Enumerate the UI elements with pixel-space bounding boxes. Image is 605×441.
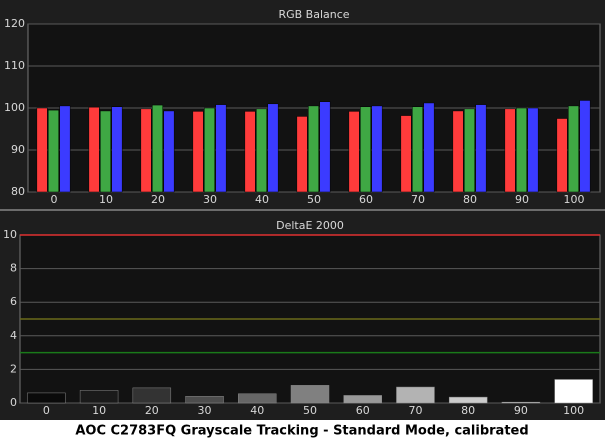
- x-tick-label: 100: [564, 193, 585, 206]
- x-tick-label: 90: [515, 193, 529, 206]
- x-tick-label: 20: [145, 404, 159, 417]
- bar: [579, 100, 591, 193]
- bar: [556, 118, 568, 193]
- x-tick-label: 70: [408, 404, 422, 417]
- bar: [360, 106, 371, 193]
- bar: [163, 110, 175, 193]
- bar: [204, 107, 215, 193]
- x-tick-label: 60: [359, 193, 373, 206]
- x-tick-label: 80: [463, 193, 477, 206]
- x-tick-label: 80: [461, 404, 475, 417]
- bar: [244, 111, 256, 193]
- bar: [348, 111, 360, 193]
- bar: [412, 106, 423, 193]
- bar: [527, 107, 539, 193]
- bar: [192, 111, 204, 193]
- bar: [504, 108, 516, 193]
- bar: [48, 109, 59, 193]
- bar: [88, 106, 100, 193]
- chart-title: RGB Balance: [278, 8, 349, 21]
- bar: [185, 396, 224, 404]
- bar: [27, 392, 66, 404]
- bar: [238, 393, 277, 404]
- bar: [111, 106, 123, 193]
- y-tick-label: 100: [4, 101, 25, 114]
- bar: [100, 110, 111, 193]
- bar: [568, 105, 579, 193]
- y-tick-label: 90: [11, 143, 25, 156]
- x-tick-label: 30: [198, 404, 212, 417]
- bar: [132, 387, 172, 404]
- y-tick-label: 4: [10, 329, 17, 342]
- bar: [296, 116, 308, 193]
- bar: [448, 396, 488, 404]
- x-tick-label: 0: [43, 404, 50, 417]
- x-tick-label: 60: [356, 404, 370, 417]
- bar: [501, 401, 541, 404]
- y-tick-label: 0: [10, 396, 17, 409]
- x-tick-label: 100: [563, 404, 584, 417]
- y-tick-label: 2: [10, 362, 17, 375]
- x-tick-label: 10: [92, 404, 106, 417]
- x-tick-label: 20: [151, 193, 165, 206]
- bar: [79, 390, 119, 404]
- y-tick-label: 80: [11, 185, 25, 198]
- bar: [290, 385, 330, 404]
- y-tick-label: 6: [10, 295, 17, 308]
- bar: [400, 115, 412, 193]
- bar: [319, 101, 331, 193]
- y-tick-label: 8: [10, 262, 17, 275]
- x-tick-label: 40: [255, 193, 269, 206]
- x-tick-label: 70: [411, 193, 425, 206]
- bar: [423, 102, 435, 193]
- bar: [59, 105, 71, 193]
- bar: [464, 108, 475, 193]
- x-tick-label: 0: [51, 193, 58, 206]
- y-tick-label: 120: [4, 17, 25, 30]
- y-tick-label: 110: [4, 59, 25, 72]
- bar: [396, 386, 435, 404]
- bar: [516, 107, 527, 193]
- bar: [452, 110, 464, 193]
- caption: AOC C2783FQ Grayscale Tracking - Standar…: [75, 424, 528, 439]
- x-tick-label: 50: [303, 404, 317, 417]
- x-tick-label: 40: [250, 404, 264, 417]
- bar: [36, 107, 48, 193]
- x-tick-label: 10: [99, 193, 113, 206]
- bar: [343, 395, 382, 404]
- bar: [308, 105, 319, 193]
- bar: [256, 108, 267, 193]
- bar: [554, 379, 593, 404]
- x-tick-label: 30: [203, 193, 217, 206]
- bar: [152, 104, 163, 193]
- bar: [475, 104, 487, 193]
- bar: [371, 105, 383, 193]
- bar: [140, 108, 152, 193]
- x-tick-label: 50: [307, 193, 321, 206]
- x-tick-label: 90: [514, 404, 528, 417]
- caption-band: [0, 420, 605, 441]
- chart-title: DeltaE 2000: [276, 219, 344, 232]
- y-tick-label: 10: [3, 228, 17, 241]
- bar: [215, 104, 227, 193]
- bar: [267, 103, 279, 193]
